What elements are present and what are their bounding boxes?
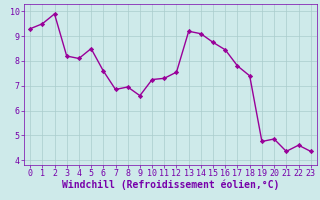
X-axis label: Windchill (Refroidissement éolien,°C): Windchill (Refroidissement éolien,°C) <box>62 180 279 190</box>
